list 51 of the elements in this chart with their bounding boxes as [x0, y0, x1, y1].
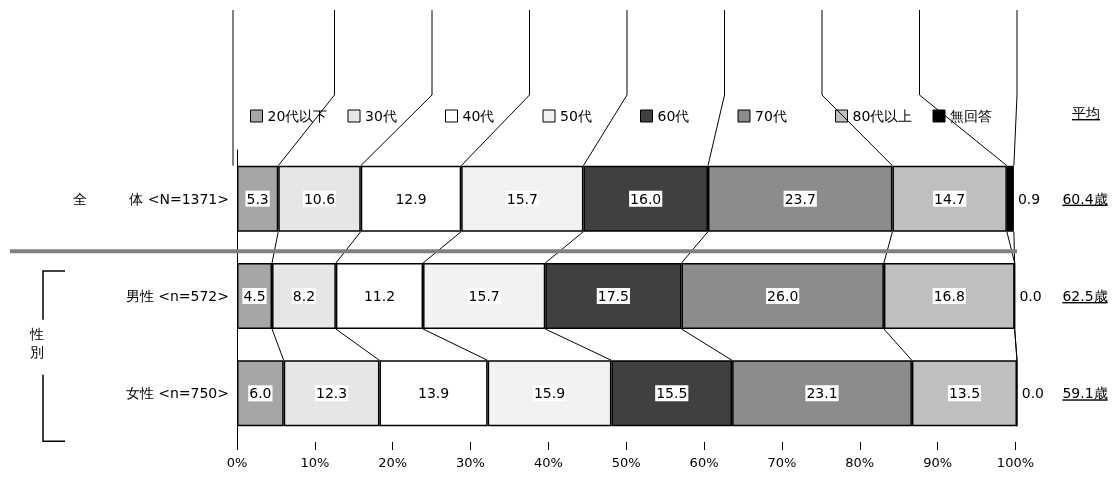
- data-label: 6.0: [249, 385, 272, 402]
- legend-label: 70代: [755, 108, 787, 124]
- legend-label: 30代: [365, 108, 397, 124]
- data-label: 23.1: [806, 385, 838, 402]
- y-tick-label: 女性 <n=750>: [125, 385, 229, 402]
- data-label: 12.9: [395, 190, 427, 207]
- x-tick-label: 40%: [533, 455, 563, 470]
- x-tick-label: 0%: [226, 455, 248, 470]
- data-label: 26.0: [767, 288, 799, 304]
- legend-label: 40代: [462, 108, 495, 124]
- data-label: 15.9: [533, 385, 566, 402]
- y-tick-label: 全 体 <N=1371>: [73, 190, 229, 207]
- legend-label: 80代以上: [852, 108, 913, 124]
- data-label: 15.7: [506, 190, 538, 207]
- data-label: 5.3: [246, 190, 269, 207]
- data-label: 17.5: [597, 288, 629, 304]
- data-label: 14.7: [934, 190, 966, 207]
- data-label: 0.0: [1019, 288, 1042, 304]
- data-label: 15.5: [656, 385, 688, 402]
- data-label: 4.5: [243, 288, 266, 304]
- text: 性別: [29, 325, 44, 360]
- x-tick-label: 50%: [611, 455, 641, 470]
- data-label: 0.9: [1017, 190, 1041, 207]
- text: 60.4歳: [1062, 190, 1108, 207]
- x-tick-label: 20%: [378, 455, 408, 470]
- x-tick-label: 100%: [996, 455, 1035, 470]
- data-label: 12.3: [315, 385, 348, 402]
- text: 62.5歳: [1062, 288, 1108, 304]
- data-label: 8.2: [292, 288, 316, 304]
- x-tick-label: 70%: [767, 455, 797, 470]
- data-label: 16.0: [630, 190, 662, 207]
- data-label: 11.2: [363, 288, 396, 304]
- text: 59.1歳: [1062, 385, 1108, 402]
- data-label: 13.5: [948, 385, 981, 402]
- text: 平均: [1072, 105, 1100, 121]
- x-tick-label: 80%: [845, 455, 875, 470]
- legend-label: 無回答: [950, 108, 992, 124]
- y-tick-label: 男性 <n=572>: [125, 288, 229, 304]
- data-label: 0.0: [1021, 385, 1045, 402]
- data-label: 15.7: [468, 288, 500, 304]
- legend-label: 60代: [657, 108, 690, 124]
- data-label: 23.7: [784, 190, 816, 207]
- legend-label: 20代以下: [267, 108, 328, 124]
- x-tick-label: 60%: [689, 455, 719, 470]
- data-label: 10.6: [303, 190, 336, 207]
- legend-label: 50代: [560, 108, 592, 124]
- x-tick-label: 30%: [456, 455, 485, 470]
- data-label: 16.8: [933, 288, 965, 304]
- data-label: 13.9: [417, 385, 450, 402]
- x-tick-label: 90%: [923, 455, 953, 470]
- x-tick-label: 10%: [300, 455, 330, 470]
